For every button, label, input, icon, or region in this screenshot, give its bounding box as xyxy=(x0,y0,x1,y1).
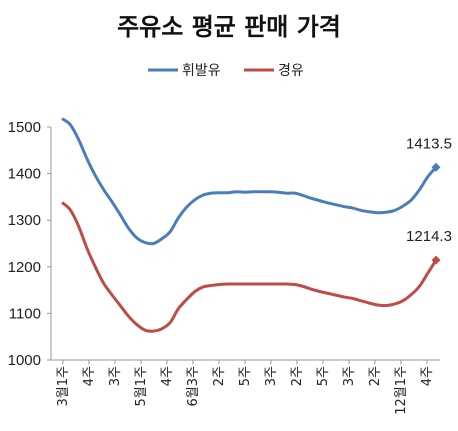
x-axis-ticks: 3월1주 4주 3주 5월1주 4주 6월3주 2주 5주 3주 2주 5주 3주 2주 12월1주 4주 xyxy=(56,360,435,415)
x-tick-label: 5주 xyxy=(316,366,331,386)
x-tick-label: 4주 xyxy=(82,366,97,386)
y-tick-label: 1000 xyxy=(8,352,41,369)
x-tick-label: 3주 xyxy=(264,366,279,386)
x-tick-label: 4주 xyxy=(420,366,435,386)
series-1-end-marker xyxy=(431,255,441,265)
series-1-end-label: 1214.3 xyxy=(406,228,452,245)
series-0-end-marker xyxy=(431,162,441,172)
legend-label: 휘발유 xyxy=(182,63,221,79)
x-tick-label: 6월3주 xyxy=(186,366,201,407)
x-tick-label: 2주 xyxy=(290,366,305,386)
x-tick-label: 5주 xyxy=(238,366,253,386)
x-tick-label: 3주 xyxy=(108,366,123,386)
y-tick-label: 1400 xyxy=(8,166,41,183)
legend-label: 경유 xyxy=(278,63,304,79)
legend: 휘발유 경유 xyxy=(148,63,304,79)
y-tick-label: 1200 xyxy=(8,259,41,276)
y-tick-label: 1100 xyxy=(9,305,41,322)
series-0-end-label: 1413.5 xyxy=(406,135,452,152)
x-tick-label: 3월1주 xyxy=(56,366,71,407)
y-tick-label: 1500 xyxy=(8,119,41,136)
x-tick-label: 12월1주 xyxy=(394,366,409,415)
chart-title: 주유소 평균 판매 가격 xyxy=(117,13,341,41)
y-tick-label: 1300 xyxy=(8,212,41,229)
x-tick-label: 2주 xyxy=(368,366,383,386)
y-axis-ticks: 1000 1100 1200 1300 1400 1500 xyxy=(8,119,51,369)
x-tick-label: 5월1주 xyxy=(134,366,149,407)
series-1-line xyxy=(60,201,438,333)
series-layer: 1413.5 1214.3 xyxy=(60,117,452,333)
x-tick-label: 3주 xyxy=(342,366,357,386)
x-tick-label: 2주 xyxy=(212,366,227,386)
series-0-line xyxy=(61,117,438,246)
x-tick-label: 4주 xyxy=(160,366,175,386)
